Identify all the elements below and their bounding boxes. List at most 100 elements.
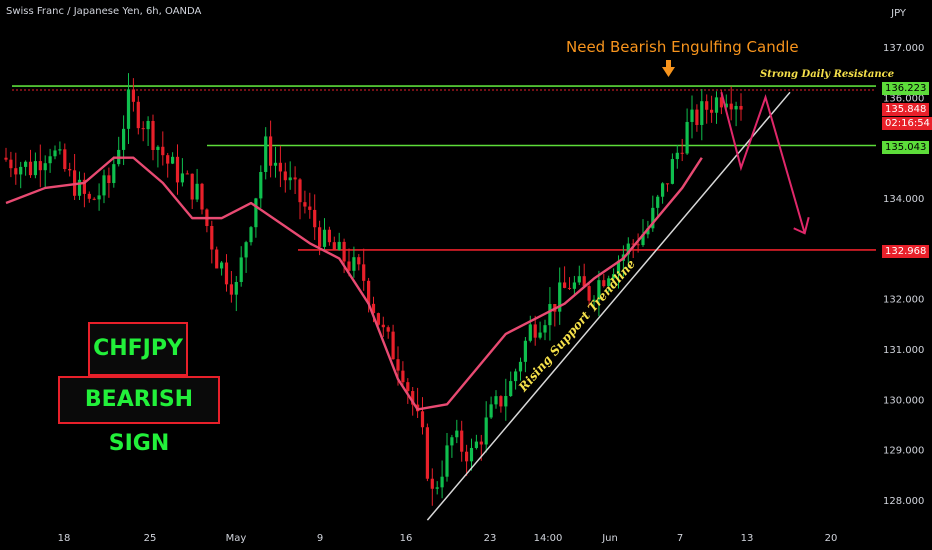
candle-body [401,370,405,383]
projection-arrowhead [793,216,810,235]
candle-body [166,155,170,164]
y-tick-label: 132.000 [883,295,924,306]
candle-body [705,101,709,110]
candle-body [24,161,28,167]
candle-body [518,361,523,372]
chart-title: Swiss Franc / Japanese Yen, 6h, OANDA [6,6,202,17]
candle-body [592,299,596,301]
candle-body [460,430,464,452]
candle-body [220,262,224,269]
candle-body [641,234,645,246]
price-tag-support-low: 132.968 [882,245,930,258]
candle-body [92,198,96,200]
candle-body [514,371,518,382]
candle-body [479,441,483,445]
x-tick-label: 7 [677,533,683,544]
x-tick-label: 14:00 [534,533,563,544]
candle-body [420,411,425,428]
x-tick-label: 23 [484,533,497,544]
candle-body [528,324,532,341]
x-tick-label: 20 [825,533,838,544]
moving-average [5,156,703,411]
candle-body [58,149,62,151]
candle-body [636,244,640,246]
candle-body [430,478,434,489]
candle-body [646,228,650,235]
candle-body [710,109,714,113]
candle-body [322,229,327,247]
pair-box: CHFJPY [88,322,188,376]
candle-body [386,327,390,332]
candle-body [670,159,674,184]
candle-body [33,161,37,176]
candle-body [695,109,699,125]
candle-body [406,382,410,392]
candle-body [347,261,351,271]
y-tick-label: 134.000 [883,194,924,205]
resistance-label: Strong Daily Resistance [760,69,895,80]
candle-body [680,152,684,154]
y-tick-label: 131.000 [883,345,924,356]
candle-body [469,447,474,462]
candle-body [303,202,307,207]
candle-body [675,152,679,160]
candle-body [504,396,508,407]
candle-body [200,183,204,210]
candle-body [651,207,655,229]
candle-body [68,169,72,171]
candle-body [156,146,160,150]
candle-body [136,101,140,129]
candle-body [215,249,219,269]
candle-body [97,195,101,200]
candle-body [616,260,621,275]
candle-body [327,229,331,243]
candle-body [224,262,229,285]
candle-body [269,136,273,166]
candle-body [719,97,723,108]
candle-body [249,227,253,243]
x-axis-labels: 18 25 May 9 16 23 14:00 Jun 7 13 20 [58,533,838,544]
candle-body [729,103,733,110]
candle-body [371,303,376,314]
support-trendline [426,91,791,521]
candle-body [690,109,694,122]
candle-body [278,162,282,172]
candle-body [548,304,552,326]
projection-arrow [720,92,810,235]
candle-body [4,157,8,160]
price-tag-support-mid: 135.043 [882,141,930,154]
candle-body [77,179,82,196]
candle-body [9,159,13,169]
candle-body [151,120,155,150]
candle-body [631,243,635,245]
candle-body [665,183,670,185]
candle-body [308,206,312,210]
candle-body [523,340,527,362]
candle-body [244,242,248,258]
candle-body [626,243,630,255]
candle-body [313,209,317,228]
candle-body [107,175,111,184]
candle-body [283,171,287,181]
candle-body [543,325,547,333]
candle-body [171,156,175,164]
projection-path [720,92,806,234]
candle-body [122,128,126,150]
candle-body [396,359,400,371]
candle-body [195,183,199,200]
x-tick-label: 16 [400,533,413,544]
price-tag-resistance: 136.223 [882,82,930,95]
candle-body [572,282,576,289]
candle-body [582,276,586,287]
candle-body [180,173,184,183]
marker-arrow-shaft [666,60,671,68]
y-tick-label: 129.000 [883,446,924,457]
candle-body [656,196,660,208]
candle-body [14,168,18,175]
candle-body [724,103,728,108]
y-tick-label: 136.000 [883,93,924,104]
candle-body [597,280,601,300]
x-tick-label: 13 [741,533,754,544]
candle-body [175,156,180,183]
